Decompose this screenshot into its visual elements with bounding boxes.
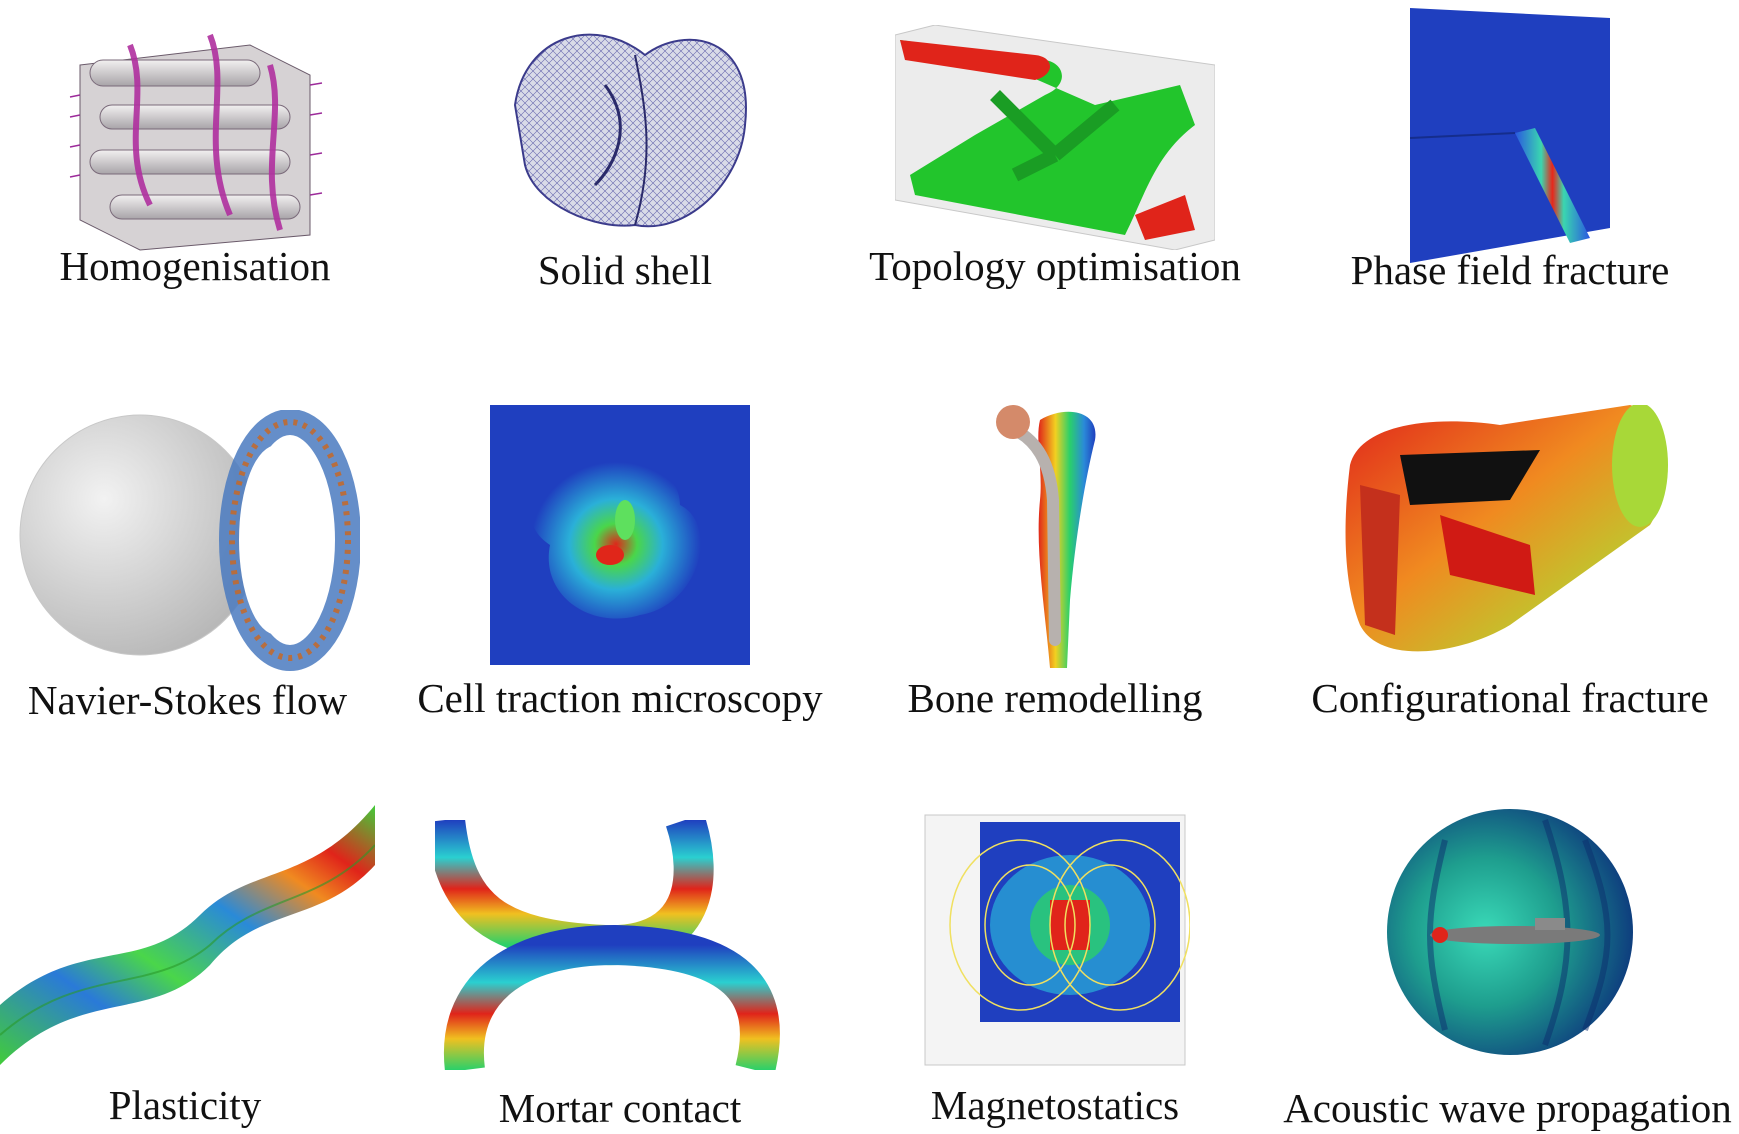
configurational-fracture-image [1340,405,1670,665]
topology-optimisation-caption: Topology optimisation [869,243,1241,289]
acoustic-wave-propagation-image [1385,800,1635,1065]
acoustic-wave-propagation-caption: Acoustic wave propagation [1283,1085,1732,1131]
phase-field-fracture-image [1410,8,1610,263]
navier-stokes-flow-image [15,410,360,680]
navier-stokes-flow-caption: Navier-Stokes flow [27,677,348,723]
solid-shell-image [485,15,770,245]
bone-remodelling-caption: Bone remodelling [907,675,1203,721]
phase-field-fracture-caption: Phase field fracture [1350,247,1670,293]
plasticity-image [0,805,375,1065]
mortar-contact-image [435,820,810,1070]
configurational-fracture-caption: Configurational fracture [1311,675,1709,721]
homogenisation-caption: Homogenisation [59,243,331,289]
magnetostatics-image [920,810,1190,1070]
mortar-contact-caption: Mortar contact [498,1085,742,1131]
topology-optimisation-image [895,25,1215,250]
solid-shell-caption: Solid shell [537,247,713,293]
plasticity-caption: Plasticity [108,1082,262,1128]
cell-traction-microscopy-image [490,405,750,665]
magnetostatics-caption: Magnetostatics [930,1082,1180,1128]
cell-traction-microscopy-caption: Cell traction microscopy [417,675,823,721]
homogenisation-image [60,5,330,255]
bone-remodelling-image [995,400,1115,670]
